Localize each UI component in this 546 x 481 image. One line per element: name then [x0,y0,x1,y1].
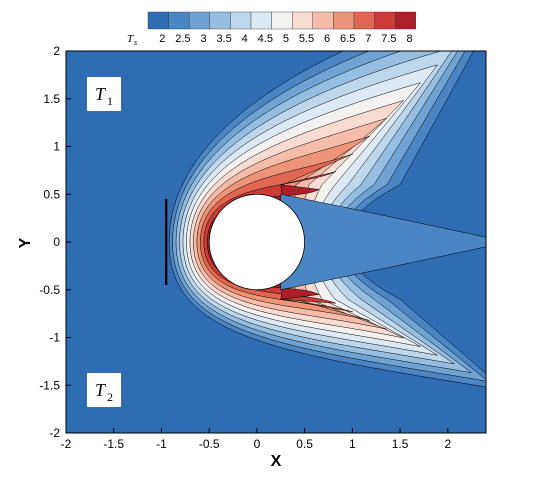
y-tick-label: -2 [49,426,60,440]
legend-level-label: 7.5 [381,33,396,45]
x-axis: -2 -1.5 -1 -0.5 0 0.5 1 1.5 2 [61,428,451,451]
x-tick-label: -0.5 [199,437,220,451]
y-tick-label: 1 [53,140,60,154]
legend-swatch [395,11,417,30]
y-tick-label: 2 [53,44,60,58]
legend-swatch [271,11,293,30]
x-tick-label: -1 [156,437,167,451]
legend-level-label: 5 [283,33,289,45]
legend-level-label: 7 [365,33,371,45]
legend-level-label: 6 [324,33,330,45]
x-axis-title: X [271,453,282,470]
y-tick-label: -1 [49,331,60,345]
colorbar-legend: 2 2.5 3 3.5 4 4.5 5 5.5 6 6.5 7 7.5 8 T s [127,11,417,47]
panel-label-sub: 1 [107,94,113,108]
panel-label-sub: 2 [107,390,113,404]
y-tick-label: 0 [53,235,60,249]
legend-swatch [333,11,355,30]
legend-level-label: 6.5 [340,33,355,45]
x-tick-label: 1.5 [392,437,409,451]
panel-label-main: T [95,380,107,400]
cylinder-body [208,193,306,291]
y-tick-label: 0.5 [43,187,60,201]
y-tick-label: -1.5 [39,378,60,392]
legend-level-label: 2.5 [175,33,190,45]
wake-region [280,193,486,291]
legend-level-label: 3 [200,33,206,45]
y-tick-label: 1.5 [43,92,60,106]
legend-title: T [127,33,134,45]
y-axis: -2 -1.5 -1 -0.5 0 0.5 1 1.5 2 [39,44,71,440]
legend-swatch [188,11,210,30]
panel-label-main: T [95,84,107,104]
legend-swatch [168,11,190,30]
legend-level-label: 2 [159,33,165,45]
legend-level-label: 8 [406,33,412,45]
legend-swatch [374,11,396,30]
legend-swatch [353,11,375,30]
x-tick-label: 1 [349,437,356,451]
x-tick-label: 0.5 [296,437,313,451]
legend-level-label: 3.5 [216,33,231,45]
panel-label-box [87,373,121,407]
legend-level-label: 4 [242,33,248,45]
legend-swatch [292,11,314,30]
legend-swatch [147,11,169,30]
legend-swatch [209,11,231,30]
legend-level-label: 4.5 [258,33,273,45]
y-tick-label: -0.5 [39,283,60,297]
y-axis-title: Y [17,237,34,248]
panel-labels: T 1T 2 [87,77,121,407]
x-tick-label: -2 [61,437,72,451]
legend-swatch [230,11,252,30]
legend-swatch [312,11,334,30]
x-tick-label: 0 [254,437,261,451]
panel-label-box [87,77,121,111]
x-tick-label: 2 [444,437,451,451]
legend-swatch [250,11,272,30]
legend-level-label: 5.5 [299,33,314,45]
legend-title-sub: s [134,38,137,47]
x-tick-label: -1.5 [103,437,124,451]
